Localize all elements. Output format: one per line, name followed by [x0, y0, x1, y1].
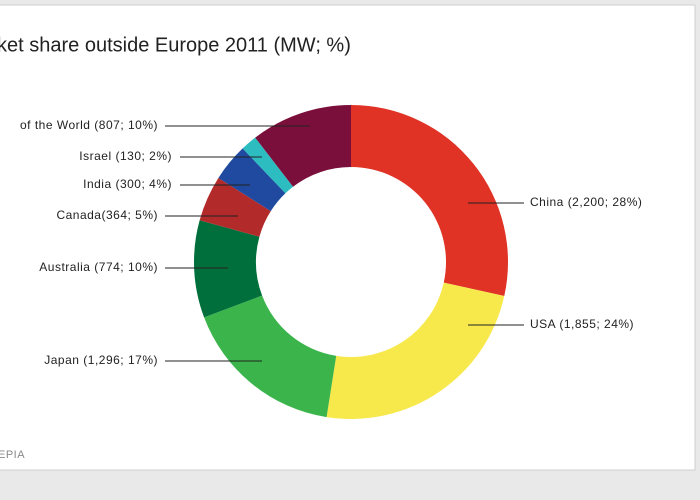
slice	[199, 177, 271, 237]
slice	[255, 105, 351, 187]
slice-label: USA (1,855; 24%)	[530, 317, 634, 331]
slice	[242, 137, 294, 194]
slice	[194, 220, 263, 318]
slice	[326, 282, 505, 419]
slice-label: China (2,200; 28%)	[530, 195, 642, 209]
slice	[218, 148, 286, 212]
chart-title: ket share outside Europe 2011 (MW; %)	[0, 34, 351, 56]
donut	[194, 105, 509, 419]
slice	[351, 105, 509, 297]
slice-label: of the World (807; 10%)	[20, 118, 158, 132]
slice	[204, 295, 337, 418]
slice-label: Australia (774; 10%)	[39, 260, 158, 274]
slice-label: Canada(364; 5%)	[56, 208, 158, 222]
source: EPIA	[0, 449, 25, 461]
slice-label: India (300; 4%)	[83, 177, 172, 191]
slice-label: Japan (1,296; 17%)	[44, 353, 158, 367]
labels: China (2,200; 28%) USA (1,855; 24%) Japan …	[20, 118, 642, 367]
slice-label: Israel (130; 2%)	[79, 149, 172, 163]
